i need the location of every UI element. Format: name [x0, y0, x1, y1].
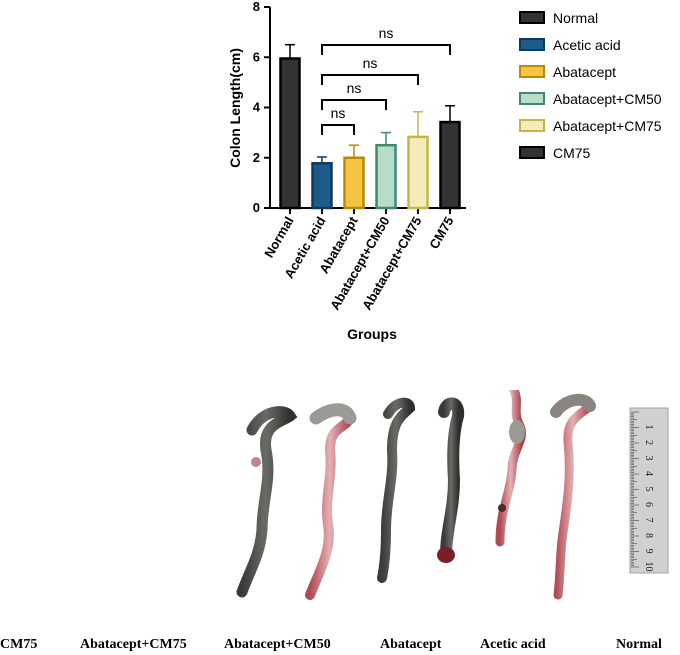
- caption-abatacept-cm75: Abatacept+CM75: [80, 637, 187, 652]
- legend-swatch-cm75: [519, 146, 545, 159]
- ruler-number: 7: [643, 518, 654, 523]
- ruler-number: 4: [643, 471, 654, 476]
- colon-specimen-acetic-acid: [495, 390, 526, 547]
- significance-label: ns: [347, 80, 362, 96]
- caption-abatacept: Abatacept: [380, 637, 442, 652]
- ruler-number: 6: [643, 502, 654, 507]
- colon-length-bar-chart: 0 2 4 6 8 Colon Length(cm) Normal Acetic acid Ab…: [227, 0, 662, 342]
- chart-legend: Normal Acetic acid Abatacept Abatacept+CM50…: [519, 10, 662, 161]
- bar-abatacept: [343, 156, 365, 210]
- colon-specimen-normal: [550, 393, 596, 600]
- bar-acetic-acid: [311, 162, 333, 210]
- ruler-number: 1: [643, 425, 654, 430]
- significance-bracket: [321, 74, 419, 85]
- caption-abatacept-cm50: Abatacept+CM50: [224, 637, 331, 652]
- x-axis-title: Groups: [347, 326, 397, 342]
- legend-swatch-abatacept-cm50: [519, 92, 545, 105]
- colon-specimen-abatacept-cm75: [305, 403, 357, 600]
- y-axis-title: Colon Length(cm): [227, 48, 243, 168]
- y-tick-label: 0: [253, 200, 260, 215]
- significance-label: ns: [363, 55, 378, 71]
- colon-specimen-photo: 1 2 3 4 5 6 7 8 9 10: [236, 390, 669, 600]
- ruler-number: 3: [643, 456, 654, 461]
- x-tick-label-normal: Normal: [261, 214, 296, 260]
- chart-bars: [279, 43, 461, 210]
- colon-specimen-abatacept: [437, 397, 465, 563]
- x-tick-label-cm75: CM75: [426, 214, 456, 252]
- ruler-number: 5: [643, 487, 654, 492]
- legend-swatch-acetic-acid: [519, 38, 545, 51]
- caption-normal: Normal: [616, 637, 662, 652]
- colon-specimen-cm75: [236, 406, 298, 598]
- bar-abatacept-cm50: [375, 143, 397, 210]
- y-tick-label: 4: [253, 100, 261, 115]
- caption-acetic-acid: Acetic acid: [480, 637, 546, 652]
- significance-bracket: [321, 99, 387, 110]
- significance-label: ns: [331, 105, 346, 121]
- legend-swatch-abatacept-cm75: [519, 119, 545, 132]
- ruler: 1 2 3 4 5 6 7 8 9 10: [629, 407, 669, 574]
- ruler-number: 10: [643, 562, 654, 572]
- x-tick-label-abatacept-cm75: Abatacept+CM75: [359, 214, 425, 313]
- caption-cm75: CM75: [0, 637, 38, 652]
- y-tick-label: 2: [253, 150, 260, 165]
- legend-label-acetic-acid: Acetic acid: [553, 37, 621, 53]
- bar-cm75: [439, 120, 461, 210]
- ruler-number: 2: [643, 440, 654, 445]
- legend-swatch-abatacept: [519, 65, 545, 78]
- ruler-number: 9: [643, 549, 654, 554]
- legend-label-cm75: CM75: [553, 145, 591, 161]
- ruler-numbers: 1 2 3 4 5 6 7 8 9 10: [643, 425, 654, 572]
- bar-abatacept-cm75: [407, 135, 429, 210]
- bar-normal: [279, 57, 301, 210]
- y-tick-label: 8: [253, 0, 260, 14]
- significance-label: ns: [379, 25, 394, 41]
- y-tick-label: 6: [253, 49, 260, 64]
- legend-swatch-normal: [519, 11, 545, 24]
- ruler-number: 8: [643, 533, 654, 538]
- significance-bracket: [321, 44, 451, 55]
- legend-label-abatacept-cm50: Abatacept+CM50: [553, 91, 662, 107]
- legend-label-abatacept-cm75: Abatacept+CM75: [553, 118, 662, 134]
- colon-specimen-abatacept-cm50: [377, 397, 416, 583]
- legend-label-abatacept: Abatacept: [553, 64, 616, 80]
- ruler-ticks: [631, 411, 639, 568]
- legend-label-normal: Normal: [553, 10, 598, 26]
- significance-bracket: [321, 124, 355, 135]
